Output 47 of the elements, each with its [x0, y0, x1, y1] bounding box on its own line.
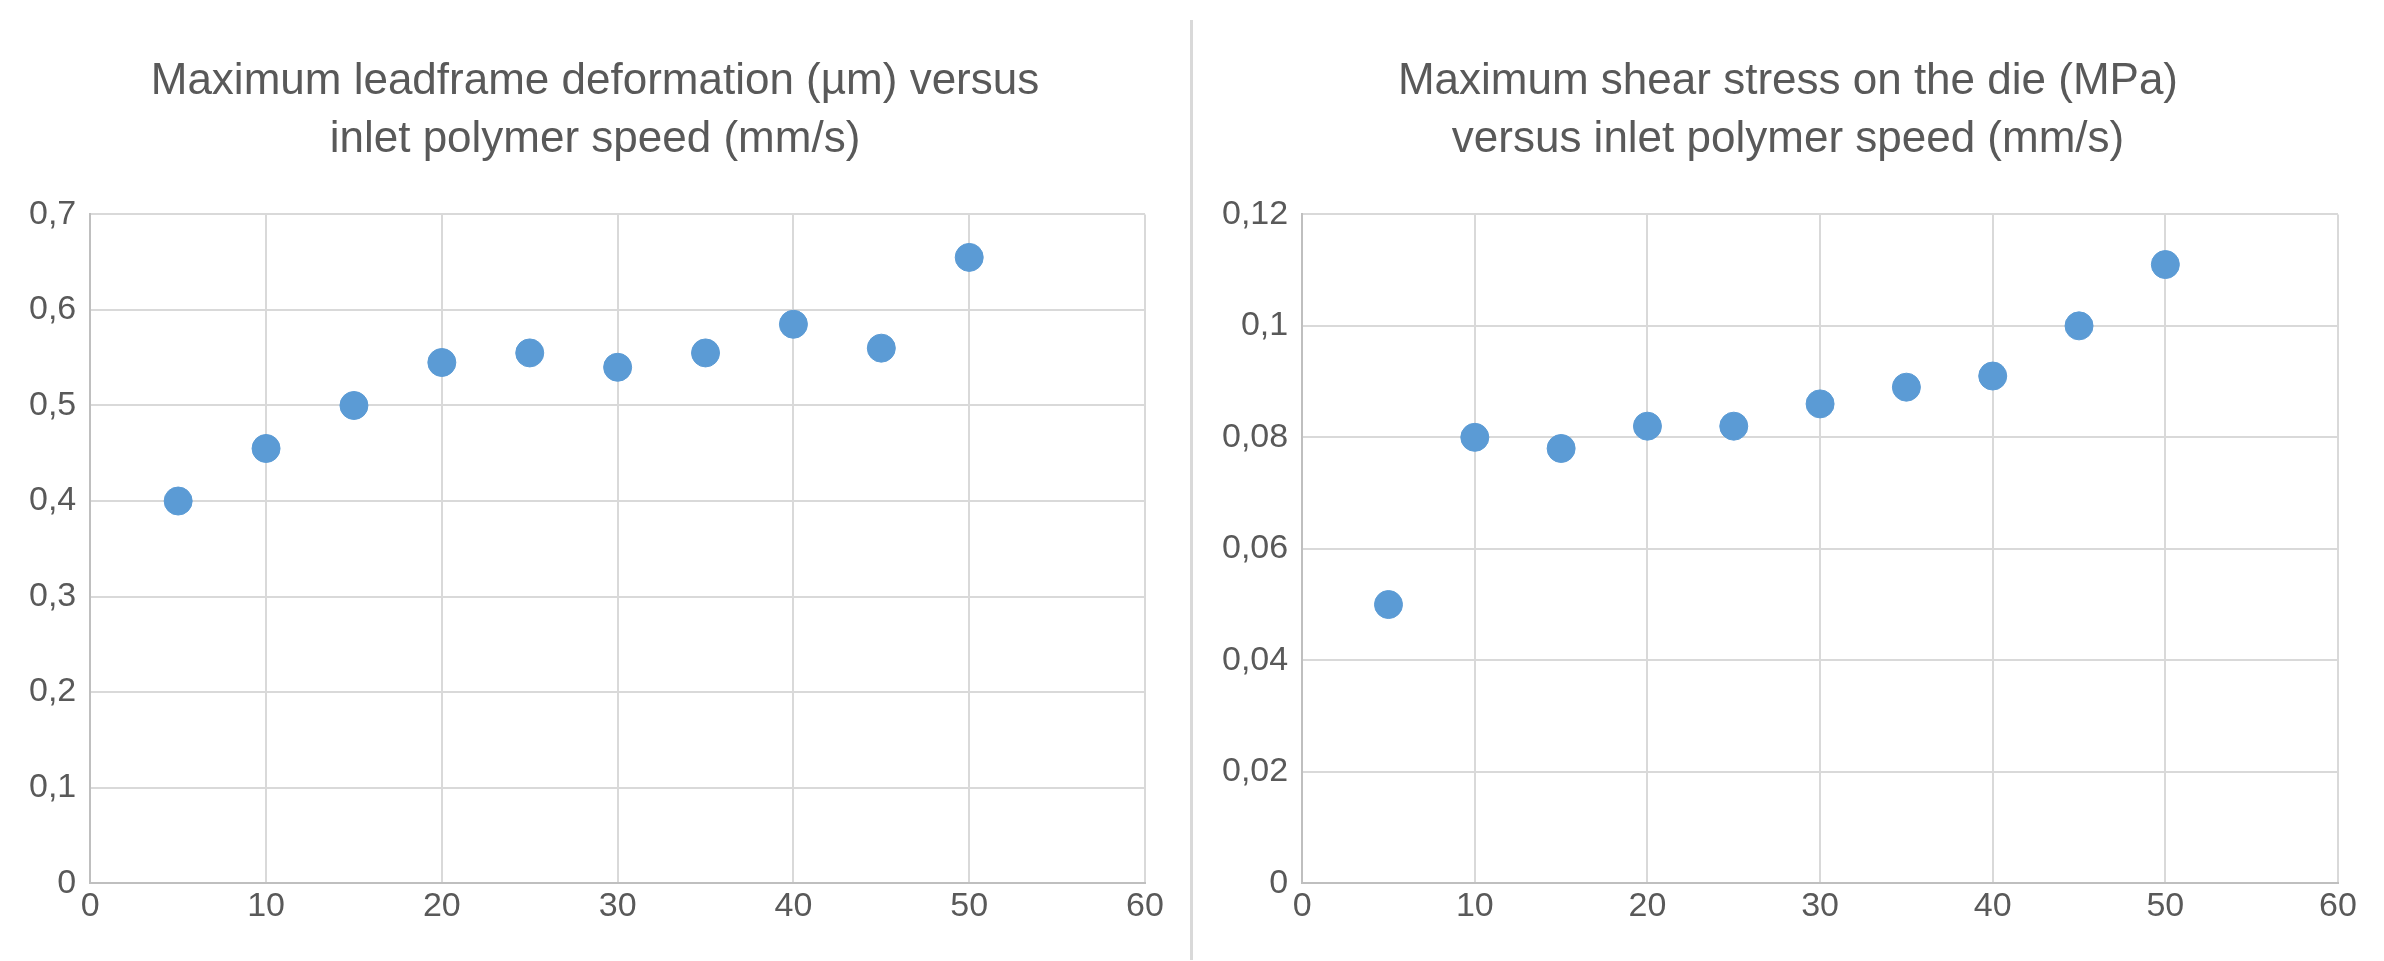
- y-tick-label: 0,4: [29, 479, 77, 518]
- point: [2064, 311, 2094, 341]
- point: [778, 309, 808, 339]
- point: [1546, 433, 1576, 463]
- point: [1805, 389, 1835, 419]
- y-tick-label: 0,5: [29, 383, 77, 422]
- x-tick-label: 10: [247, 884, 285, 923]
- y-tick-label: 0,02: [1221, 750, 1289, 789]
- y-tick-label: 0,6: [29, 288, 77, 327]
- y-tick-label: 0,3: [29, 574, 77, 613]
- x-tick-label: 60: [2319, 884, 2357, 923]
- y-tick-label: 0,12: [1221, 192, 1289, 231]
- y-tick-label: 0,06: [1221, 527, 1289, 566]
- point: [1719, 411, 1749, 441]
- point: [515, 338, 545, 368]
- point: [954, 242, 984, 272]
- x-tick-label: 60: [1126, 884, 1164, 923]
- point: [251, 433, 281, 463]
- point: [866, 333, 896, 363]
- x-tick-label: 30: [598, 884, 637, 923]
- x-tick-label: 10: [1455, 884, 1494, 923]
- point: [1373, 590, 1403, 620]
- point: [163, 486, 193, 516]
- point: [1891, 372, 1921, 402]
- point: [1978, 361, 2008, 391]
- y-tick-label: 0,7: [29, 192, 77, 231]
- x-tick-label: 50: [2146, 884, 2185, 923]
- point: [339, 390, 369, 420]
- y-tick-label: 0,2: [29, 670, 77, 709]
- x-tick-label: 20: [1628, 884, 1667, 923]
- x-tick-label: 40: [1973, 884, 2012, 923]
- chart-title: Maximum leadframe deformation (µm) versus inlet polymer speed (mm/s): [149, 53, 1041, 163]
- y-tick-label: 0,04: [1221, 638, 1289, 677]
- x-tick-label: 30: [1801, 884, 1839, 923]
- y-tick-label: 0,08: [1221, 415, 1289, 454]
- y-tick-label: 0,1: [29, 766, 77, 805]
- point: [603, 352, 633, 382]
- point: [691, 338, 721, 368]
- point: [1460, 422, 1490, 452]
- point: [2150, 250, 2180, 280]
- x-tick-label: 50: [950, 884, 989, 923]
- y-tick-label: 0,1: [1240, 304, 1289, 343]
- point: [427, 347, 457, 377]
- point: [1632, 411, 1662, 441]
- chart-title: Maximum shear stress on the die (MPa) versus inlet polymer speed (mm/s): [1396, 53, 2179, 163]
- x-tick-label: 40: [774, 884, 813, 923]
- x-tick-label: 20: [422, 884, 461, 923]
